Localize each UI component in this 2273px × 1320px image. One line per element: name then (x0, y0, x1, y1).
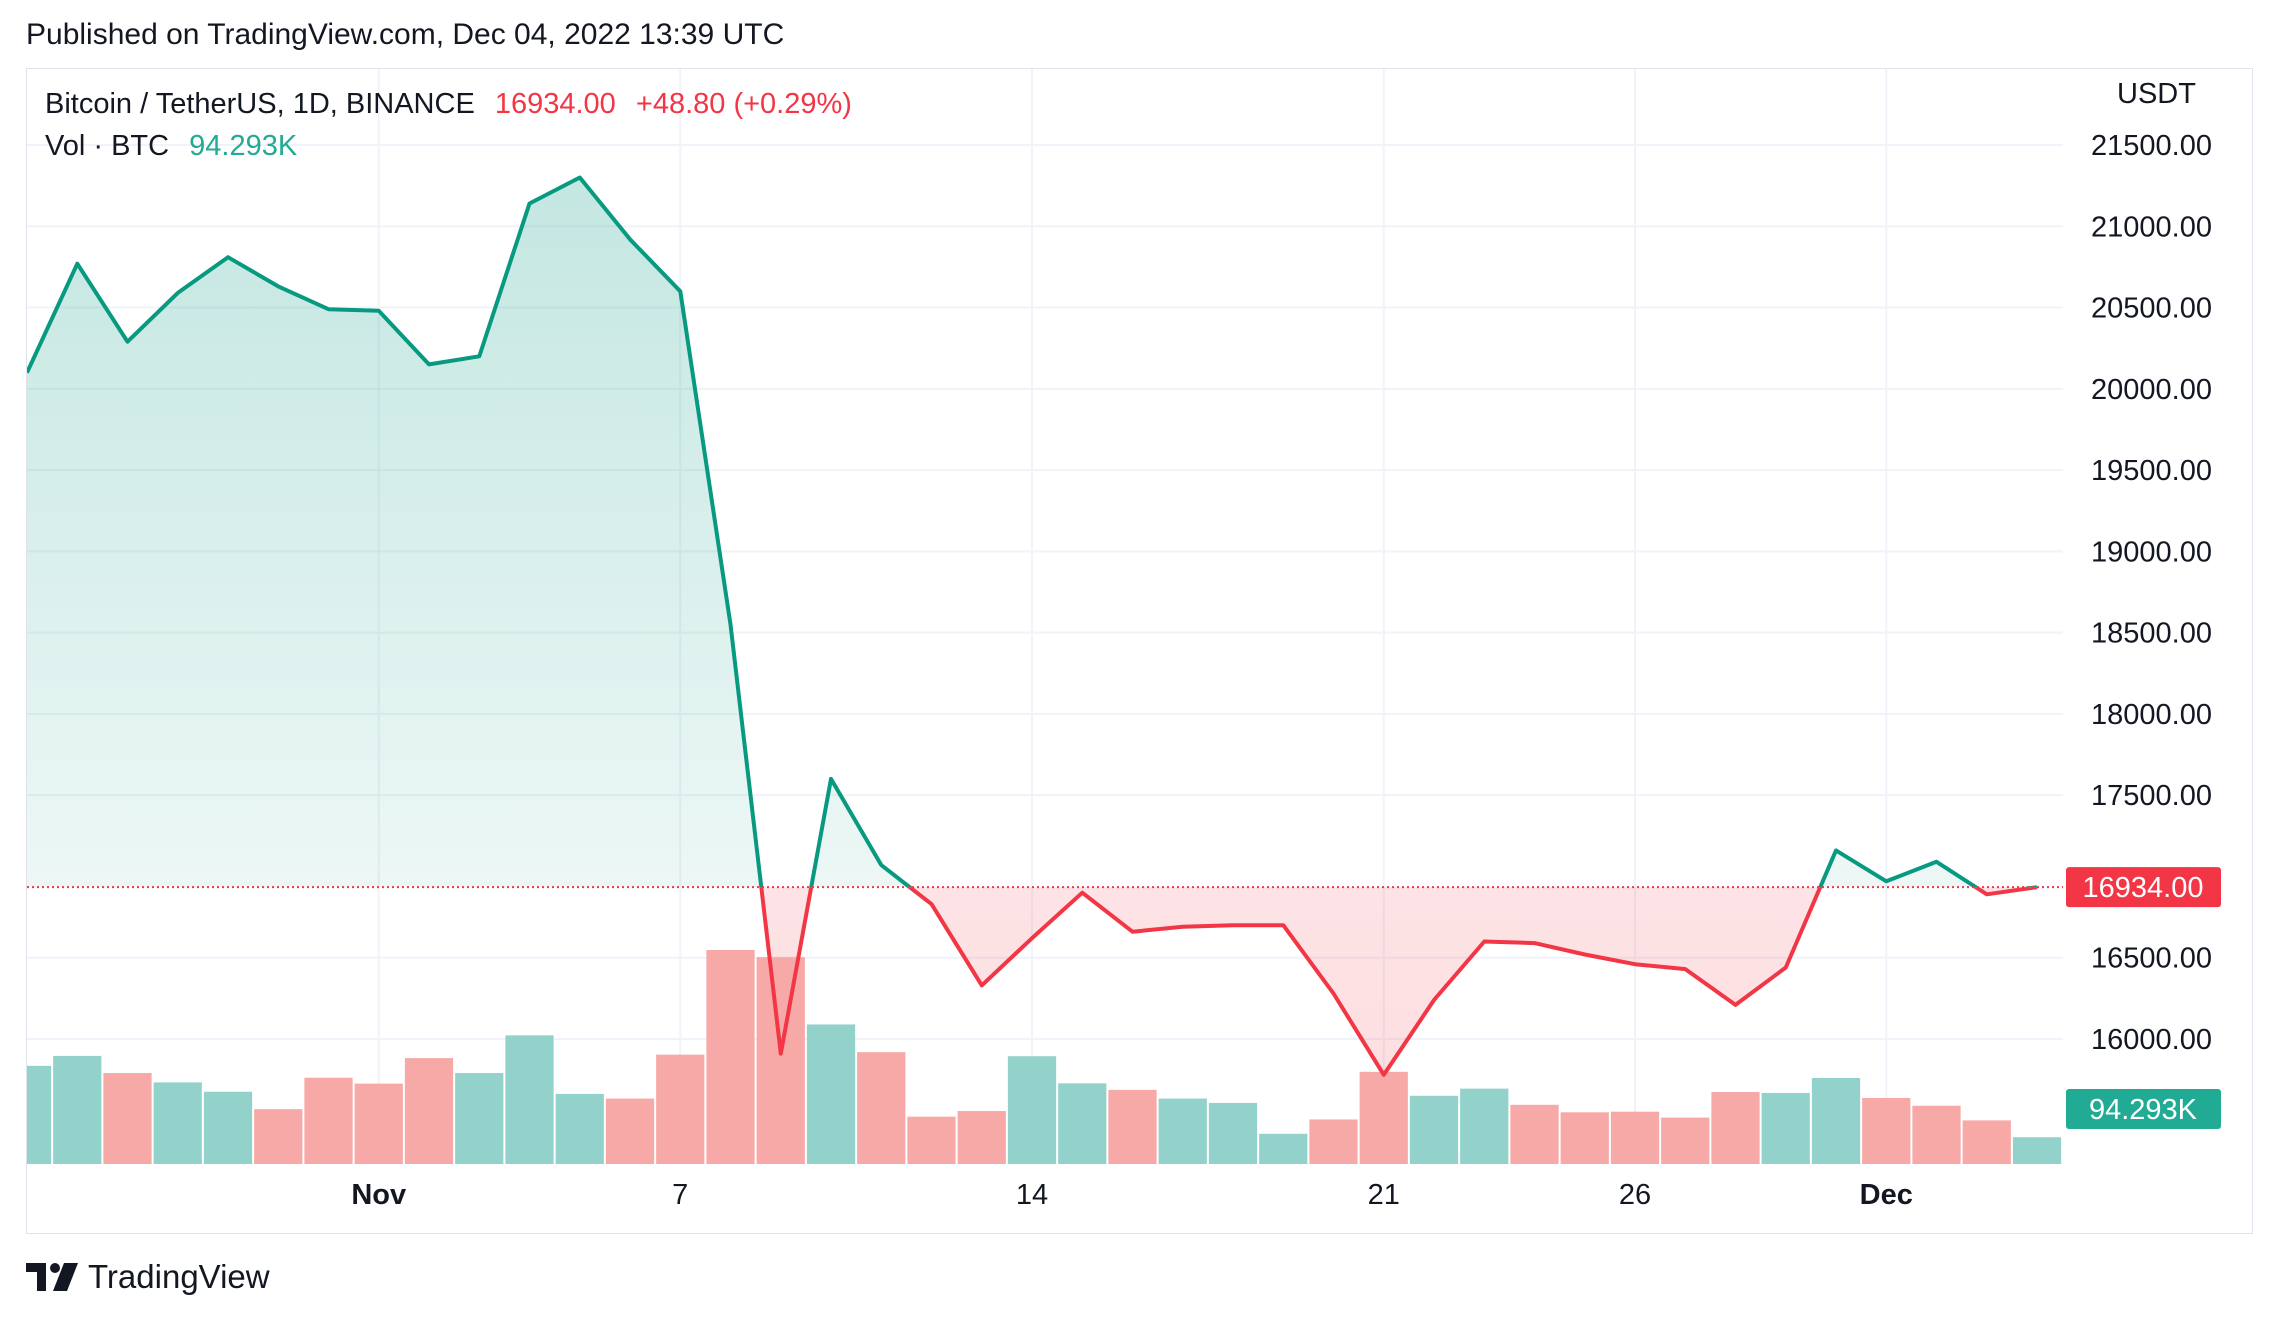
volume-bar (756, 957, 805, 1164)
last-price-axis-badge (2066, 867, 2221, 908)
volume-bar (957, 1111, 1006, 1164)
volume-bar (1007, 1056, 1057, 1164)
x-tick-label: Nov (351, 1179, 406, 1211)
volume-bar (1058, 1083, 1107, 1164)
baseline-area-fill (27, 177, 2037, 1075)
axis-currency-label: USDT (2117, 78, 2196, 110)
volume-bar (153, 1082, 202, 1164)
volume-bar (1862, 1097, 1911, 1164)
volume-bar (706, 950, 755, 1164)
volume-bar (27, 1065, 52, 1164)
price-line-above (27, 175, 2037, 888)
volume-bar (656, 1054, 705, 1164)
volume-axis-badge (2066, 1089, 2221, 1129)
y-tick-label: 21500.00 (2091, 130, 2212, 162)
volume-bar (1711, 1092, 1760, 1164)
tradingview-logo-icon (26, 1263, 78, 1291)
y-tick-label: 19500.00 (2091, 455, 2212, 487)
volume-bar (1460, 1088, 1509, 1164)
last-price: 16934.00 (494, 88, 616, 120)
volume-bar (354, 1083, 403, 1164)
published-caption: Published on TradingView.com, Dec 04, 20… (26, 18, 785, 51)
volume-bar (1208, 1102, 1258, 1164)
volume-bar (857, 1052, 906, 1164)
volume-bar (254, 1109, 303, 1164)
volume-value: 94.293K (189, 130, 298, 162)
y-tick-label: 19000.00 (2091, 536, 2212, 568)
area-above-baseline (27, 177, 1976, 888)
chart-legend: Bitcoin / TetherUS, 1D, BINANCE 16934.00… (45, 83, 852, 167)
y-tick-label: 16500.00 (2091, 943, 2212, 975)
x-tick-label: 26 (1619, 1179, 1651, 1211)
volume-bar (505, 1035, 554, 1164)
area-below-baseline (27, 887, 2037, 1075)
last-price-axis-label: 16934.00 (2083, 872, 2204, 904)
volume-axis-label: 94.293K (2089, 1094, 2198, 1126)
x-tick-label: Dec (1860, 1179, 1913, 1211)
x-tick-label: 14 (1016, 1179, 1048, 1211)
volume-bar (555, 1093, 604, 1164)
volume-bar (455, 1073, 504, 1164)
volume-bar (103, 1073, 152, 1164)
y-tick-label: 17500.00 (2091, 780, 2212, 812)
tradingview-wordmark: TradingView (88, 1258, 270, 1295)
volume-label[interactable]: Vol · BTC (45, 130, 170, 162)
price-line-below (759, 887, 2038, 1077)
y-tick-label: 20500.00 (2091, 293, 2212, 325)
volume-bar (1560, 1112, 1609, 1164)
y-tick-label: 16000.00 (2091, 1024, 2212, 1056)
volume-bar (605, 1098, 655, 1164)
volume-bar (1158, 1098, 1207, 1164)
volume-bar (1912, 1105, 1961, 1164)
volume-bar (1610, 1111, 1660, 1164)
volume-bar (907, 1116, 956, 1164)
axes: 21500.00 21000.00 20500.00 20000.00 19500.00… (351, 78, 2221, 1211)
volume-bar (1359, 1071, 1408, 1164)
y-tick-label: 21000.00 (2091, 211, 2212, 243)
volume-bar (1108, 1089, 1157, 1164)
volume-bar (53, 1055, 102, 1164)
y-tick-label: 18000.00 (2091, 699, 2212, 731)
price-line (27, 175, 2063, 1077)
volume-bar (2012, 1137, 2062, 1164)
price-change: +48.80 (+0.29%) (635, 88, 852, 120)
volume-bar (203, 1091, 253, 1164)
volume-bar (1510, 1104, 1559, 1164)
volume-bars (27, 950, 2062, 1164)
y-tick-label: 20000.00 (2091, 374, 2212, 406)
chart-canvas[interactable]: 21500.00 21000.00 20500.00 20000.00 19500.00… (27, 69, 2254, 1235)
volume-bar (1259, 1133, 1308, 1164)
volume-bar (1811, 1078, 1861, 1164)
volume-bar (1409, 1095, 1459, 1164)
volume-bar (1661, 1117, 1710, 1164)
volume-bar (404, 1058, 454, 1164)
volume-bar (1962, 1120, 2011, 1164)
volume-bar (1761, 1092, 1810, 1164)
chart-panel[interactable]: 21500.00 21000.00 20500.00 20000.00 19500.00… (26, 68, 2253, 1234)
volume-bar (304, 1077, 353, 1164)
volume-bar (806, 1024, 856, 1164)
x-tick-label: 21 (1368, 1179, 1400, 1211)
symbol-title[interactable]: Bitcoin / TetherUS, 1D, BINANCE (45, 88, 475, 120)
tradingview-branding[interactable]: TradingView (26, 1258, 270, 1296)
volume-bar (1309, 1119, 1358, 1164)
y-tick-label: 18500.00 (2091, 618, 2212, 650)
x-tick-label: 7 (672, 1179, 688, 1211)
